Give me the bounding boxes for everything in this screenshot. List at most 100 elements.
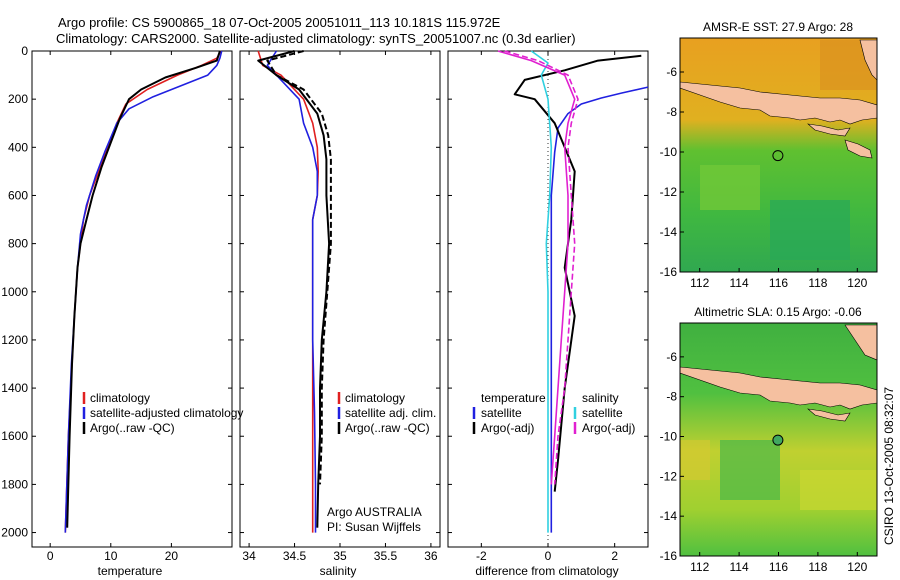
island-shape (807, 123, 851, 137)
series-line (530, 50, 553, 533)
x-tick-label: 2 (611, 549, 618, 563)
map-x-tick-label: 114 (730, 276, 749, 290)
legend-label-satellite: satellite-adjusted climatology (90, 406, 243, 420)
temperature-plot: 0 10 2002004006008001000120014001600180020… (1, 44, 232, 563)
y-tick-label: 1600 (1, 429, 28, 443)
legend-label-temp-satellite: satellite (481, 406, 522, 420)
map-x-tick-label: 116 (769, 560, 788, 574)
legend-label-argo: Argo(..raw -QC) (90, 421, 175, 435)
map-y-tick-label: -16 (660, 549, 678, 563)
salinity-plot: 34 34.5 35 35.5 36 (240, 50, 440, 563)
java-coast-shape (680, 366, 877, 410)
series-line (257, 50, 320, 533)
map-x-tick-label: 120 (847, 560, 867, 574)
x-tick-label: -2 (476, 549, 487, 563)
y-tick-label: 1000 (1, 285, 28, 299)
y-tick-label: 2000 (1, 526, 28, 540)
legend-label-climatology: climatology (345, 391, 405, 405)
map-y-tick-label: -8 (666, 390, 677, 404)
series-line (66, 50, 221, 528)
map-x-tick-label: 112 (690, 560, 709, 574)
x-tick-label: 34 (242, 549, 256, 563)
series-line (266, 50, 319, 533)
sla-map (680, 323, 877, 556)
series-line (497, 50, 576, 485)
salinity-legend: climatology satellite adj. clim. Argo(..… (327, 391, 436, 534)
salinity-xlabel: salinity (320, 564, 357, 578)
map-y-tick-label: -6 (666, 350, 677, 364)
legend-label-satellite: satellite adj. clim. (345, 406, 436, 420)
difference-legend: temperature salinity satellite Argo(-adj… (472, 391, 635, 435)
map-y-tick-label: -16 (660, 265, 678, 279)
y-tick-label: 400 (8, 140, 28, 154)
series-line (64, 50, 223, 533)
temperature-legend: climatology satellite-adjusted climatolo… (82, 391, 243, 435)
legend-label-temp-argo: Argo(-adj) (481, 421, 534, 435)
map-x-tick-label: 118 (808, 276, 827, 290)
map-y-tick-label: -14 (660, 509, 678, 523)
borneo-coast-shape (859, 39, 877, 81)
sst-map-title: AMSR-E SST: 27.9 Argo: 28 (703, 20, 853, 34)
map-y-tick-label: -14 (660, 225, 678, 239)
difference-plot: -2 0 2 (448, 50, 649, 563)
y-tick-label: 1800 (1, 477, 28, 491)
sst-patch (770, 200, 850, 260)
x-tick-label: 36 (424, 549, 438, 563)
series-line (504, 50, 579, 485)
y-tick-label: 1400 (1, 381, 28, 395)
sla-patch (720, 440, 780, 500)
map-y-tick-label: -8 (666, 105, 677, 119)
series-line (257, 50, 331, 528)
legend-title-temperature: temperature (481, 391, 546, 405)
x-tick-label: 10 (104, 549, 118, 563)
legend-label-climatology: climatology (90, 391, 150, 405)
y-tick-label: 200 (8, 92, 28, 106)
sst-map-ticks: 112 114 116 118 120 -6 -8 -10 -12 -14 -16 (660, 65, 868, 290)
legend-label-argo: Argo(..raw -QC) (345, 421, 430, 435)
legend-label-sal-satellite: satellite (582, 406, 623, 420)
series-line (550, 86, 649, 533)
argo-credit-line1: Argo AUSTRALIA (327, 505, 422, 519)
sst-map (680, 38, 877, 272)
argo-location-marker (772, 434, 784, 446)
map-y-tick-label: -10 (660, 430, 678, 444)
figure-title-line1: Argo profile: CS 5900865_18 07-Oct-2005 … (58, 15, 501, 30)
map-y-tick-label: -12 (660, 185, 678, 199)
difference-xlabel: difference from climatology (475, 564, 618, 578)
map-x-tick-label: 118 (808, 560, 827, 574)
salinity-panel-frame (239, 50, 441, 548)
argo-location-marker (772, 150, 784, 162)
map-x-tick-label: 116 (769, 276, 788, 290)
x-tick-label: 34.5 (283, 549, 307, 563)
map-y-tick-label: -6 (666, 65, 677, 79)
x-tick-label: 35 (333, 549, 347, 563)
borneo-coast-shape (844, 324, 877, 361)
argo-credit-line2: PI: Susan Wijffels (327, 520, 421, 534)
legend-title-salinity: salinity (582, 391, 619, 405)
java-coast-shape (680, 81, 877, 125)
map-x-tick-label: 120 (847, 276, 867, 290)
credit-text: CSIRO 13-Oct-2005 08:32:07 (882, 387, 896, 545)
temperature-xlabel: temperature (98, 564, 163, 578)
sla-map-ticks: 112 114 116 118 120 -6 -8 -10 -12 -14 -16 (660, 350, 868, 574)
map-x-tick-label: 112 (690, 276, 709, 290)
legend-label-sal-argo: Argo(-adj) (582, 421, 635, 435)
y-tick-label: 0 (21, 44, 28, 58)
island-shape (807, 408, 851, 422)
y-tick-label: 800 (8, 237, 28, 251)
map-y-tick-label: -12 (660, 469, 678, 483)
x-tick-label: 0 (47, 549, 54, 563)
temperature-panel-frame (31, 50, 233, 548)
sla-patch (680, 440, 710, 480)
sla-map-title: Altimetric SLA: 0.15 Argo: -0.06 (694, 305, 862, 319)
y-tick-label: 600 (8, 188, 28, 202)
series-line (266, 50, 332, 485)
x-tick-label: 35.5 (374, 549, 398, 563)
x-tick-label: 20 (165, 549, 179, 563)
map-y-tick-label: -10 (660, 145, 678, 159)
sla-patch (800, 470, 877, 510)
sst-patch (700, 165, 760, 210)
map-x-tick-label: 114 (730, 560, 749, 574)
figure-title-line2: Climatology: CARS2000. Satellite-adjuste… (56, 31, 576, 46)
